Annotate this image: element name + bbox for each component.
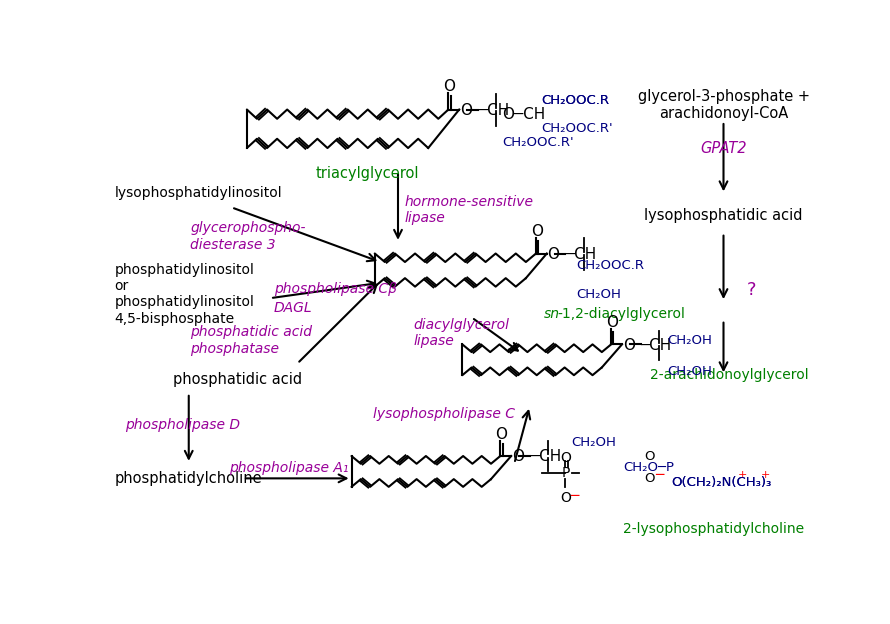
Text: ─: ─ [570,489,578,503]
Text: GPAT2: GPAT2 [700,140,747,155]
Text: O: O [560,492,570,505]
Text: phosphatidylinositol
or
phosphatidylinositol
4,5-bisphosphate: phosphatidylinositol or phosphatidylinos… [114,263,255,326]
Text: ─CH: ─CH [565,246,596,262]
Text: CH₂OOC.R': CH₂OOC.R' [502,136,573,149]
Text: CH₂OOC.R: CH₂OOC.R [576,260,644,272]
Text: O: O [512,449,524,464]
Text: CH₂OOC.R': CH₂OOC.R' [541,122,613,135]
Text: ─: ─ [655,467,664,482]
Text: lysophospholipase C: lysophospholipase C [373,407,515,421]
Text: CH₂O─P: CH₂O─P [623,461,674,474]
Text: 2-arachidonoylglycerol: 2-arachidonoylglycerol [650,368,808,382]
Text: O(CH₂)₂N(CH₃)₃: O(CH₂)₂N(CH₃)₃ [671,477,771,489]
Text: O: O [623,338,635,353]
Text: sn: sn [544,306,560,321]
Text: ─CH: ─CH [478,103,509,118]
Text: diacylglycerol
lipase: diacylglycerol lipase [414,318,509,348]
Text: O: O [606,315,618,330]
Text: +: + [738,470,747,480]
Text: lysophosphatidic acid: lysophosphatidic acid [644,208,803,223]
Text: lysophosphatidylinositol: lysophosphatidylinositol [114,186,282,200]
Text: ─CH: ─CH [641,338,672,353]
Text: phospholipase A₁: phospholipase A₁ [229,461,349,475]
Text: O: O [443,79,455,94]
Text: O: O [561,451,571,465]
Text: O─CH: O─CH [502,107,545,122]
Text: O: O [547,246,560,262]
Text: CH₂OH: CH₂OH [668,365,713,378]
Text: CH₂OOC.R: CH₂OOC.R [541,94,610,107]
Text: hormone-sensitive
lipase: hormone-sensitive lipase [404,195,533,225]
Text: phosphatidic acid: phosphatidic acid [174,371,303,386]
Text: CH₂OH: CH₂OH [668,334,713,347]
Text: phosphatidylcholine: phosphatidylcholine [114,471,262,486]
Text: O: O [460,103,472,118]
Text: O(CH₂)₂N(CH₃)₃: O(CH₂)₂N(CH₃)₃ [671,477,771,489]
Text: glycerol-3-phosphate +
arachidonoyl-CoA: glycerol-3-phosphate + arachidonoyl-CoA [637,89,810,121]
Text: glycerophospho-
diesterase 3: glycerophospho- diesterase 3 [190,222,306,251]
Text: ?: ? [747,281,756,300]
Text: phospholipase D: phospholipase D [125,418,240,432]
Text: P: P [562,466,570,480]
Text: O: O [644,472,655,485]
Text: phospholipase Cβ: phospholipase Cβ [274,282,397,296]
Text: O: O [495,427,507,442]
Text: +: + [761,470,770,480]
Text: phosphatidic acid
phosphatase: phosphatidic acid phosphatase [190,326,312,356]
Text: CH₂OH: CH₂OH [576,288,621,301]
Text: O: O [530,225,543,240]
Text: CH₂OH: CH₂OH [570,436,616,449]
Text: CH₂OOC.R: CH₂OOC.R [541,94,610,107]
Text: ─CH: ─CH [530,449,561,464]
Text: DAGL: DAGL [274,301,312,315]
Text: -1,2-diacylglycerol: -1,2-diacylglycerol [557,306,684,321]
Text: O: O [644,451,655,463]
Text: 2-lysophosphatidylcholine: 2-lysophosphatidylcholine [623,522,804,536]
Text: triacylglycerol: triacylglycerol [315,166,419,181]
